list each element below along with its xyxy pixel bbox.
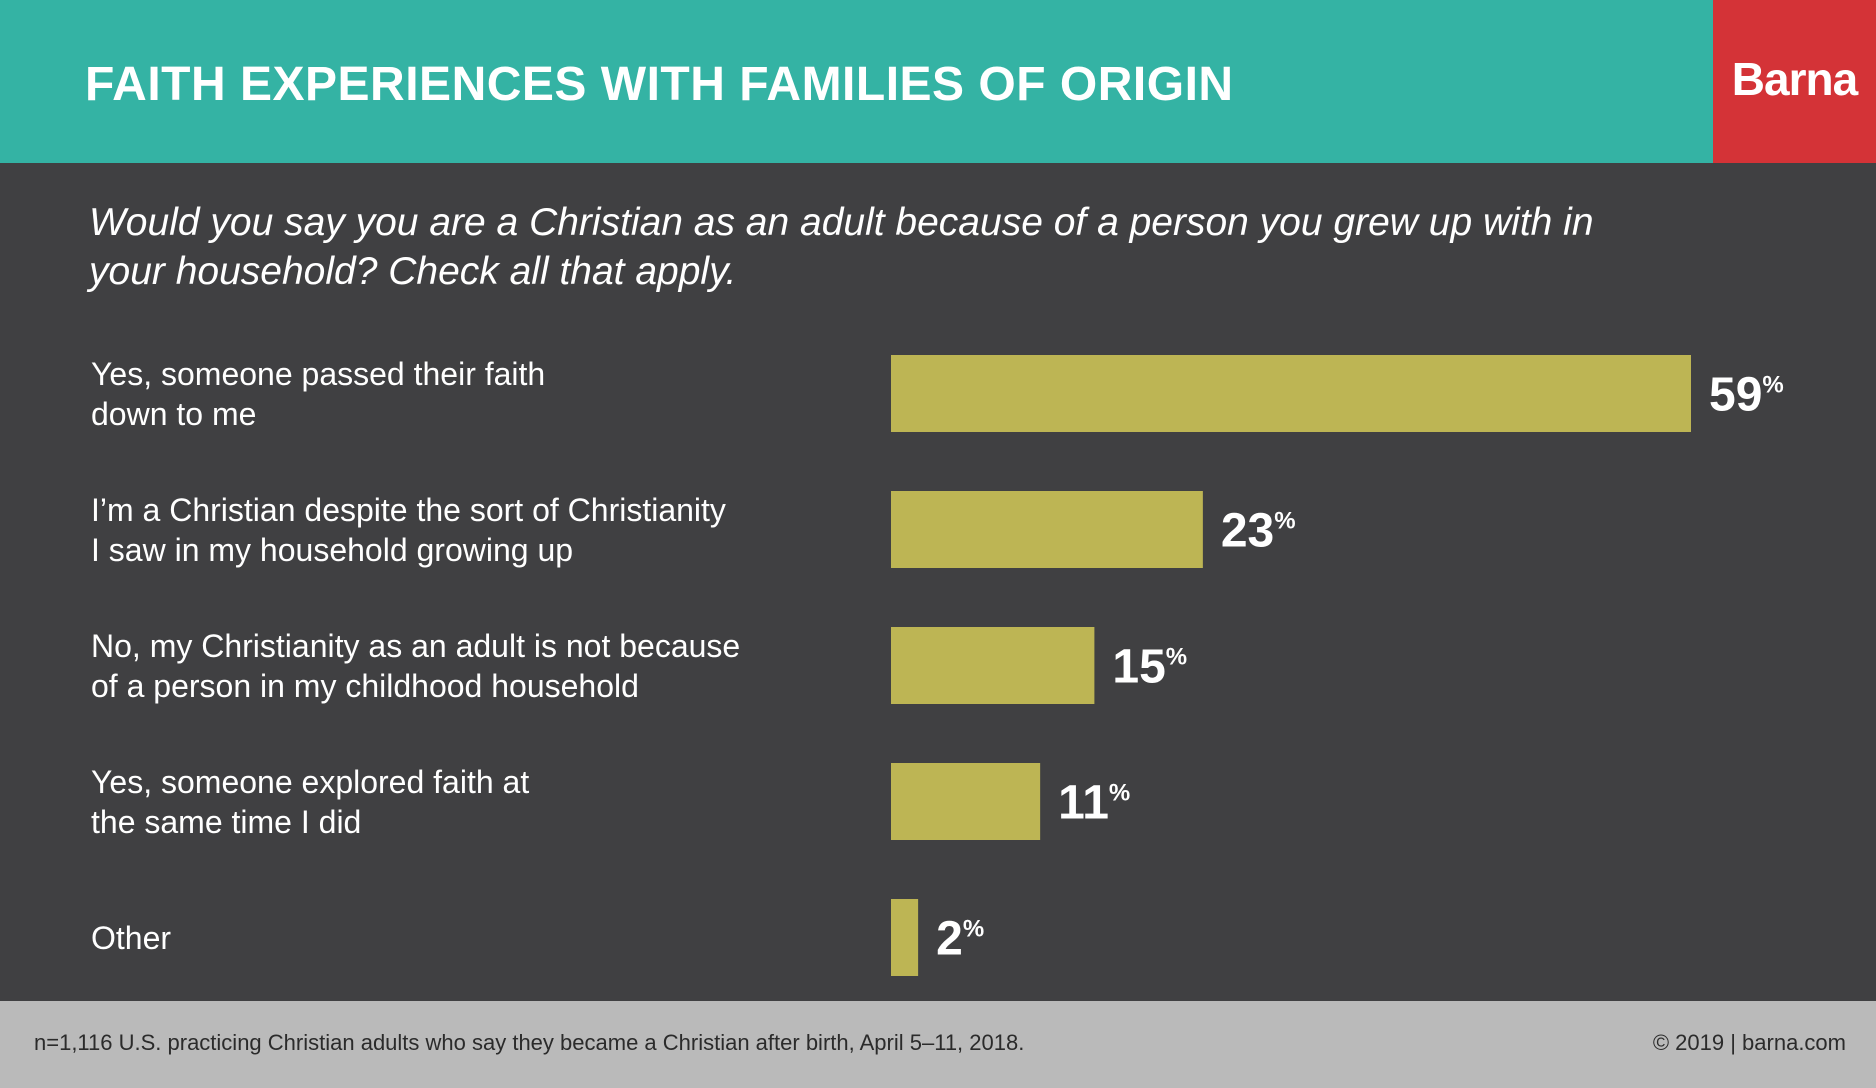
category-label: Other xyxy=(91,918,871,958)
data-label-suffix: % xyxy=(1274,508,1295,535)
logo-text: Barna xyxy=(1731,53,1858,105)
category-label: Yes, someone passed their faith down to m… xyxy=(91,354,871,434)
data-label: 2% xyxy=(936,913,984,966)
data-label: 15% xyxy=(1112,641,1187,694)
bar xyxy=(891,899,919,976)
category-label-line: Yes, someone explored faith at xyxy=(91,763,530,800)
data-label-value: 23 xyxy=(1221,505,1274,558)
data-label: 23% xyxy=(1221,505,1296,558)
category-label-line: No, my Christianity as an adult is not b… xyxy=(91,627,741,664)
data-label-value: 59 xyxy=(1709,369,1762,422)
category-label: No, my Christianity as an adult is not b… xyxy=(91,626,871,706)
bar xyxy=(891,491,1203,568)
header-banner: FAITH EXPERIENCES WITH FAMILIES OF ORIGI… xyxy=(0,0,1876,163)
sample-note: n=1,116 U.S. practicing Christian adults… xyxy=(34,1030,1025,1055)
category-label-line: Yes, someone passed their faith xyxy=(91,355,546,392)
data-label-suffix: % xyxy=(1166,644,1187,671)
category-label-line: the same time I did xyxy=(91,803,362,840)
data-label: 11% xyxy=(1058,777,1130,830)
category-label: Yes, someone explored faith at the same t… xyxy=(91,762,871,842)
data-label: 59% xyxy=(1709,369,1784,422)
category-label-line: I’m a Christian despite the sort of Chri… xyxy=(91,491,726,528)
data-label-value: 2 xyxy=(936,913,963,966)
copyright: © 2019 | barna.com xyxy=(1652,1030,1846,1055)
category-label: I’m a Christian despite the sort of Chri… xyxy=(91,490,871,570)
category-label-line: I saw in my household growing up xyxy=(91,531,574,568)
survey-question: Would you say you are a Christian as an … xyxy=(89,201,1594,293)
category-label-line: down to me xyxy=(91,395,257,432)
category-label-line: Other xyxy=(91,919,172,956)
chart-title: FAITH EXPERIENCES WITH FAMILIES OF ORIGI… xyxy=(85,58,1234,111)
footer: n=1,116 U.S. practicing Christian adults… xyxy=(0,1001,1876,1088)
data-label-value: 11 xyxy=(1058,777,1109,830)
data-label-suffix: % xyxy=(1109,780,1130,807)
data-label-suffix: % xyxy=(963,916,984,943)
barna-logo: Barna xyxy=(1713,0,1876,163)
bar xyxy=(891,355,1691,432)
bar xyxy=(891,763,1041,840)
data-label-value: 15 xyxy=(1112,641,1165,694)
data-label-suffix: % xyxy=(1762,372,1783,399)
category-label-line: of a person in my childhood household xyxy=(91,667,639,704)
bar xyxy=(891,627,1095,704)
